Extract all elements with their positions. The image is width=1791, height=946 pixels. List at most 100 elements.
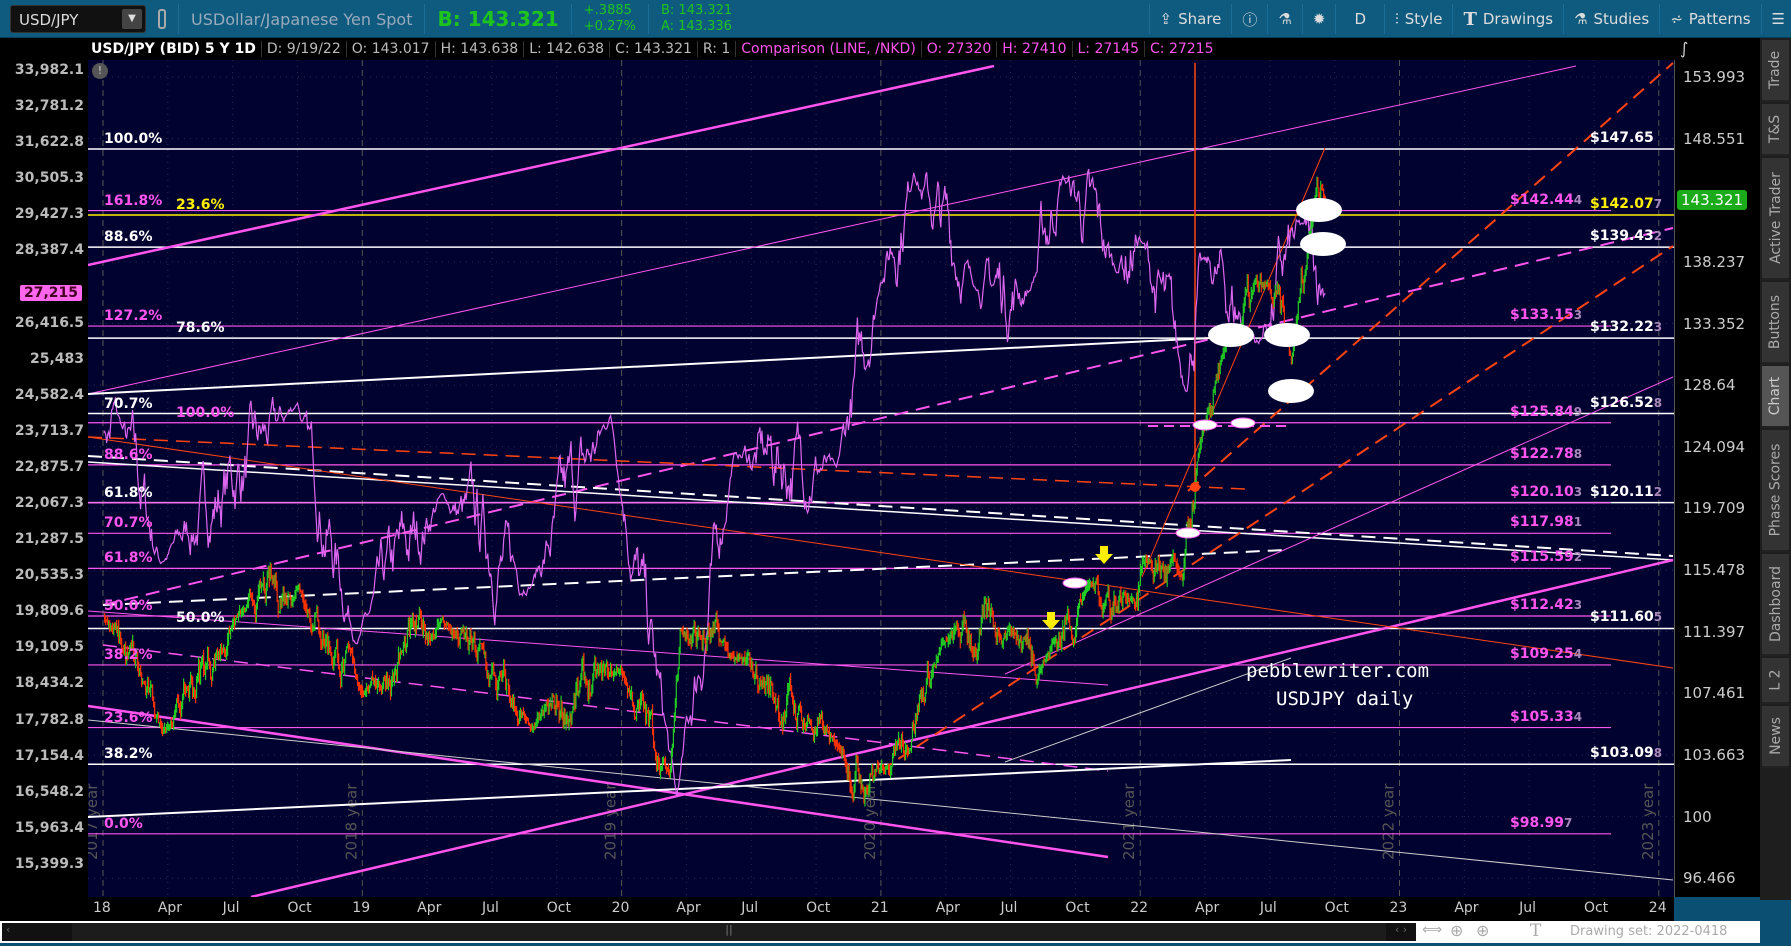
bid-ask-block: B: 143.321 A: 143.336 — [661, 3, 732, 35]
time-tick: Oct — [1324, 900, 1349, 916]
flask-button[interactable]: ⚗ — [1278, 8, 1291, 30]
flask-icon: ⚗ — [1574, 10, 1588, 28]
trendline — [102, 227, 1674, 606]
fib-price-label: $122.788 — [1510, 445, 1583, 462]
comparison-tick: 18,434.2 — [14, 675, 84, 692]
price-tick: 107.461 — [1683, 684, 1746, 703]
flask-icon: ⚗ — [1278, 10, 1292, 28]
highlight-ellipse — [1264, 323, 1310, 347]
year-marker: 2019 year — [602, 783, 620, 860]
price-tick: 138.237 — [1683, 252, 1746, 271]
fib-price-label: $105.334 — [1510, 708, 1583, 725]
drawing-tool-icon[interactable]: T — [1530, 921, 1542, 941]
sidebar-tab-t-s[interactable]: T&S — [1762, 104, 1789, 156]
time-tick: 23 — [1389, 900, 1408, 916]
aggregation-button[interactable]: D — [1354, 10, 1367, 28]
chevron-down-icon[interactable]: ▼ — [122, 9, 142, 29]
cmp-open: O: 27320 — [920, 41, 996, 57]
fib-percent-label: 88.6% — [104, 229, 153, 246]
price-tick: 133.352 — [1683, 314, 1746, 333]
comparison-tick: 32,781.2 — [14, 98, 84, 115]
scroll-left-button[interactable]: ‹ — [2, 923, 72, 941]
time-tick: Apr — [676, 900, 701, 916]
sidebar-tab-trade[interactable]: Trade — [1762, 40, 1789, 102]
drawings-button[interactable]: T Drawings — [1463, 8, 1554, 30]
scroll-thumb[interactable]: || — [72, 923, 1386, 941]
fib-price-label: $126.528 — [1590, 394, 1663, 411]
sidebar-tab-l-2[interactable]: L 2 — [1762, 658, 1789, 704]
highlight-ellipse — [1300, 232, 1346, 256]
time-tick: 19 — [352, 900, 371, 916]
alert-icon[interactable]: ! — [92, 63, 108, 79]
drawing-set-label[interactable]: Drawing set: 2022-0418 — [1570, 924, 1728, 939]
comparison-tick: 17,782.8 — [14, 711, 84, 728]
style-button[interactable]: ⫶ Style — [1395, 10, 1443, 28]
trendline — [250, 558, 1674, 897]
comparison-tick: 22,875.7 — [14, 458, 84, 475]
info-high: H: 143.638 — [434, 41, 524, 57]
trendline — [88, 455, 1674, 557]
year-marker: 2017 year — [88, 783, 101, 860]
cmp-high: H: 27410 — [996, 41, 1071, 57]
time-axis[interactable]: 18 Apr Jul Oct 19 Apr Jul Oct 20 Apr Jul Oct 21 Apr Ju… — [0, 897, 1674, 921]
time-tick: Jul — [741, 900, 759, 916]
fib-price-label: $133.153 — [1510, 307, 1583, 324]
fib-price-label: $125.849 — [1510, 403, 1583, 420]
comparison-price-axis[interactable]: 33,982.1 32,781.2 31,622.8 30,505.3 29,427.3… — [0, 60, 88, 897]
top-toolbar: USD/JPY ▼ USDollar/Japanese Yen Spot B: 1… — [0, 0, 1791, 38]
price-axis[interactable]: 153.993 148.551 138.237 133.352 128.64 124.09… — [1674, 60, 1760, 897]
last-price-tag: 143.321 — [1677, 190, 1748, 211]
trendline — [88, 704, 1109, 859]
comparison-tick: 25,483 — [29, 350, 84, 367]
studies-button[interactable]: ⚗ Studies — [1574, 10, 1650, 28]
sidebar-tab-chart[interactable]: Chart — [1762, 366, 1789, 428]
crosshair-icon[interactable]: ⊕ — [1450, 921, 1464, 940]
comparison-label[interactable]: Comparison (LINE, /NKD) — [735, 41, 921, 57]
comparison-tick: 22,067.3 — [14, 495, 84, 512]
comparison-tick: 19,109.5 — [14, 639, 84, 656]
price-tick: 153.993 — [1683, 68, 1746, 86]
fib-price-label: $103.098 — [1590, 745, 1663, 762]
time-tick: Jul — [1000, 900, 1018, 916]
info-button[interactable]: ⓘ — [1242, 8, 1257, 30]
sidebar-tab-dashboard[interactable]: Dashboard — [1762, 554, 1789, 656]
sidebar-tab-buttons[interactable]: Buttons — [1762, 282, 1789, 364]
sidebar-tab-active-trader[interactable]: Active Trader — [1762, 158, 1789, 280]
chart-scrollbar[interactable]: ‹ || ‹ › ⟺ ⊕ ⊕ T Drawing set: 2022-0418 — [0, 921, 1760, 943]
comparison-tick: 21,287.5 — [14, 531, 84, 548]
symbol-selector[interactable]: USD/JPY ▼ — [10, 5, 146, 33]
time-tick: Apr — [417, 900, 442, 916]
trendline — [1141, 147, 1326, 578]
year-marker: 2018 year — [342, 783, 360, 860]
trendline — [879, 245, 1674, 772]
zoom-icon[interactable]: ⊕ — [1476, 921, 1490, 940]
info-date: D: 9/19/22 — [260, 41, 346, 57]
patterns-button[interactable]: ⩫ Patterns — [1670, 10, 1751, 28]
ask-price: A: 143.336 — [660, 19, 732, 34]
fib-percent-label: 100.0% — [176, 404, 235, 421]
annotation-caption: USDJPY daily — [1276, 688, 1414, 710]
year-marker: 2023 year — [1639, 783, 1657, 860]
settings-button[interactable]: ✹ — [1313, 8, 1326, 30]
fib-percent-label: 70.7% — [104, 395, 153, 412]
time-tick: 22 — [1130, 900, 1149, 916]
fib-percent-label: 38.2% — [104, 646, 153, 663]
sidebar-tab-phase-scores[interactable]: Phase Scores — [1762, 430, 1789, 552]
symbol-value: USD/JPY — [19, 11, 79, 29]
menu-button[interactable]: ☰ — [1772, 8, 1785, 30]
link-icon[interactable] — [158, 9, 166, 29]
share-button[interactable]: ⇪ Share — [1159, 10, 1222, 28]
fib-percent-label: 127.2% — [104, 308, 163, 325]
scroll-right-button[interactable]: ‹ › — [1386, 923, 1416, 941]
menu-icon: ☰ — [1771, 10, 1785, 28]
pan-icon[interactable]: ⟺ — [1422, 922, 1443, 938]
price-tick: 119.709 — [1683, 499, 1746, 518]
fib-price-label: $142.077 — [1590, 195, 1663, 212]
time-tick: Apr — [1454, 900, 1479, 916]
right-sidebar: Trade T&S Active Trader Buttons Chart Phase S… — [1760, 38, 1791, 900]
sidebar-tab-news[interactable]: News — [1762, 706, 1789, 768]
highlight-ellipse — [1208, 323, 1254, 347]
scale-settings-icon[interactable]: ∫ — [1680, 39, 1689, 58]
